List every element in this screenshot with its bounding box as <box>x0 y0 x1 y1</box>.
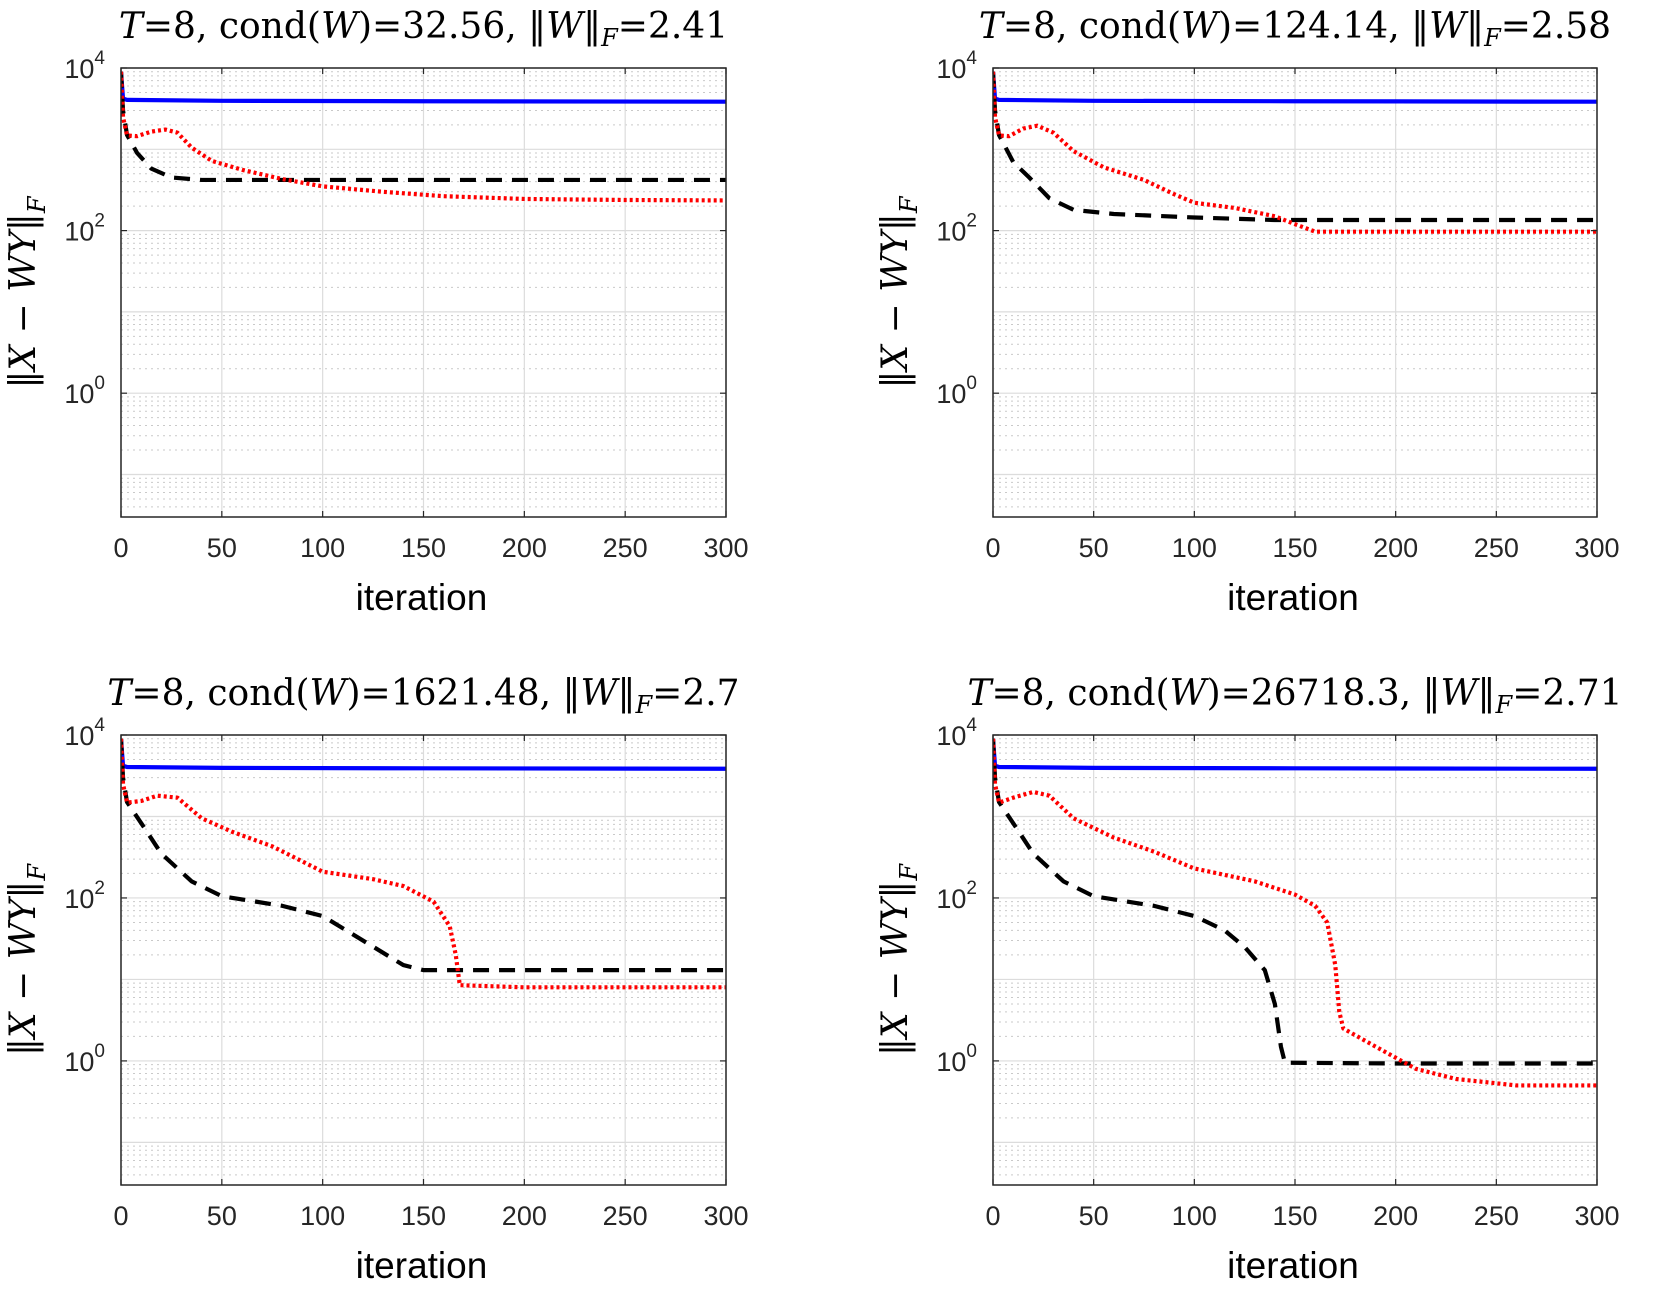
chart-title: T=8, cond(W)=124.14, ‖W‖F=2.58 <box>979 6 1611 52</box>
x-tick-label: 0 <box>113 1201 128 1231</box>
series-line-red-dotted <box>121 71 726 203</box>
x-tick-label: 50 <box>207 533 237 563</box>
chart-panel-1: 0 50 100 150 200 250 300 100 102 104 iteration ‖X −… <box>3 6 749 618</box>
x-tick-label: 150 <box>1272 1201 1317 1231</box>
y-axis-label: ‖X − WY‖F <box>3 863 51 1056</box>
y-tick-label: 104 <box>936 715 977 751</box>
y-tick-label: 102 <box>936 878 977 914</box>
chart-title: T=8, cond(W)=26718.3, ‖W‖F=2.71 <box>967 673 1622 719</box>
x-tick-label: 100 <box>300 1201 345 1231</box>
y-tick-label: 104 <box>936 48 977 84</box>
chart-title: T=8, cond(W)=1621.48, ‖W‖F=2.7 <box>107 673 739 719</box>
x-tick-label: 0 <box>985 533 1000 563</box>
chart-panel-2: 0 50 100 150 200 250 300 100 102 104 iteration ‖X −… <box>875 6 1620 618</box>
x-tick-label: 50 <box>1079 533 1109 563</box>
x-tick-label: 100 <box>300 533 345 563</box>
x-tick-label: 300 <box>703 1201 748 1231</box>
y-tick-label: 102 <box>64 211 105 247</box>
y-tick-label: 104 <box>64 715 105 751</box>
x-tick-label: 100 <box>1172 533 1217 563</box>
series-line-red-dotted <box>993 738 1597 1088</box>
y-axis-label: ‖X − WY‖F <box>3 195 51 388</box>
x-tick-label: 300 <box>703 533 748 563</box>
x-axis-label: iteration <box>1227 577 1359 618</box>
x-tick-label: 300 <box>1574 533 1619 563</box>
x-axis-label: iteration <box>356 1245 488 1286</box>
x-tick-label: 0 <box>985 1201 1000 1231</box>
x-axis-label: iteration <box>356 577 488 618</box>
x-tick-label: 50 <box>1079 1201 1109 1231</box>
x-tick-label: 250 <box>603 1201 648 1231</box>
chart-title: T=8, cond(W)=32.56, ‖W‖F=2.41 <box>119 6 728 52</box>
x-tick-label: 300 <box>1574 1201 1619 1231</box>
series-line-black-dashed <box>121 71 726 183</box>
y-tick-label: 100 <box>936 373 977 409</box>
series-line-black-dashed <box>993 738 1597 1066</box>
x-tick-label: 250 <box>1474 1201 1519 1231</box>
series-line-red-dotted <box>121 738 726 990</box>
series-line-blue-solid <box>121 71 726 104</box>
x-tick-label: 150 <box>401 533 446 563</box>
series-line-black-dashed <box>121 738 726 973</box>
x-tick-label: 150 <box>1272 533 1317 563</box>
x-tick-label: 200 <box>502 533 547 563</box>
series-line-blue-solid <box>121 738 726 771</box>
x-tick-label: 100 <box>1172 1201 1217 1231</box>
y-axis-label: ‖X − WY‖F <box>875 863 923 1056</box>
chart-panel-4: 0 50 100 150 200 250 300 100 102 104 iteration ‖X −… <box>875 673 1623 1286</box>
y-tick-label: 102 <box>64 878 105 914</box>
y-axis-label: ‖X − WY‖F <box>875 195 923 388</box>
y-tick-label: 102 <box>936 211 977 247</box>
y-tick-label: 104 <box>64 48 105 84</box>
series-line-blue-solid <box>993 71 1597 104</box>
x-tick-label: 150 <box>401 1201 446 1231</box>
x-tick-label: 200 <box>502 1201 547 1231</box>
x-tick-label: 0 <box>113 533 128 563</box>
x-tick-label: 250 <box>603 533 648 563</box>
y-tick-label: 100 <box>64 1041 105 1077</box>
x-tick-label: 200 <box>1373 533 1418 563</box>
chart-panel-3: 0 50 100 150 200 250 300 100 102 104 iteration ‖X −… <box>3 673 749 1286</box>
y-tick-label: 100 <box>64 373 105 409</box>
y-tick-label: 100 <box>936 1041 977 1077</box>
series-line-blue-solid <box>993 738 1597 771</box>
series-line-red-dotted <box>993 71 1597 234</box>
x-tick-label: 50 <box>207 1201 237 1231</box>
x-tick-label: 200 <box>1373 1201 1418 1231</box>
x-tick-label: 250 <box>1474 533 1519 563</box>
x-axis-label: iteration <box>1227 1245 1359 1286</box>
